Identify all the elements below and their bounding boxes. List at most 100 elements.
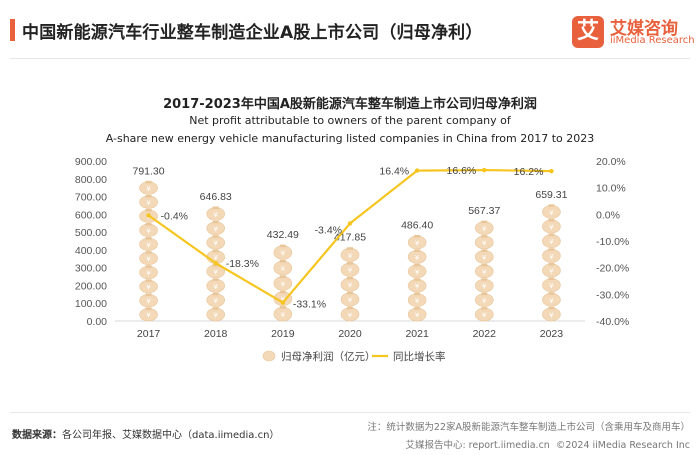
growth-rate-label: 16.4%	[379, 166, 409, 178]
yen-glyph: ¥	[549, 209, 554, 217]
yen-glyph: ¥	[482, 254, 487, 262]
growth-rate-label: -18.3%	[226, 258, 259, 270]
money-bag-knot	[548, 204, 555, 207]
bar-value-label: 567.37	[468, 205, 500, 217]
bar-value-label: 659.31	[535, 189, 567, 201]
money-bag-knot	[481, 292, 488, 296]
yen-glyph: ¥	[146, 269, 151, 277]
money-bag-knot	[145, 208, 152, 212]
money-bag-knot	[548, 233, 555, 237]
yen-glyph: ¥	[146, 241, 151, 249]
yen-glyph: ¥	[281, 296, 286, 304]
money-bag-knot	[145, 237, 152, 240]
right-axis-tick-label: -10.0%	[596, 236, 629, 248]
yen-glyph: ¥	[482, 225, 487, 233]
money-bag-knot	[481, 235, 488, 238]
money-bag-knot	[481, 263, 488, 267]
money-bag-knot	[212, 220, 219, 224]
money-bag-knot	[548, 292, 555, 295]
money-bag-knot	[212, 278, 219, 281]
money-bag-knot	[414, 278, 421, 281]
right-axis-tick-label: -40.0%	[596, 316, 629, 328]
growth-rate-label: -3.4%	[315, 224, 342, 236]
left-axis-tick-label: 600.00	[75, 209, 107, 221]
logo-name-en: iiMedia Research	[610, 35, 695, 46]
source-label: 数据来源：	[12, 430, 62, 441]
page-title: 中国新能源汽车行业整车制造企业A股上市公司（归母净利）	[22, 23, 483, 43]
money-bag-knot	[414, 235, 421, 238]
growth-rate-point	[347, 221, 353, 226]
money-bag-knot	[414, 263, 421, 267]
yen-glyph: ¥	[146, 185, 151, 193]
left-axis-tick-label: 700.00	[75, 192, 107, 204]
money-bag-knot	[279, 275, 286, 278]
logo-mark: 艾	[572, 16, 604, 48]
yen-glyph: ¥	[213, 254, 218, 262]
bar-value-label: 791.30	[133, 165, 165, 177]
yen-glyph: ¥	[348, 296, 353, 304]
copyright: ©2024 iiMedia Research Inc	[555, 440, 690, 451]
growth-rate-label: 16.2%	[514, 166, 544, 178]
money-bag-knot	[145, 194, 152, 198]
yen-glyph: ¥	[348, 252, 353, 260]
growth-rate-label: -0.4%	[161, 210, 188, 222]
growth-rate-point	[414, 168, 420, 173]
money-bag-knot	[481, 249, 488, 252]
right-axis-tick-label: -30.0%	[596, 289, 629, 301]
legend	[262, 350, 276, 362]
left-axis-tick-label: 400.00	[75, 245, 107, 257]
yen-glyph: ¥	[415, 239, 420, 247]
source-text: 各公司年报、艾媒数据中心（data.iimedia.cn）	[62, 430, 280, 441]
x-axis-tick-label: 2019	[271, 328, 295, 340]
money-bag-knot	[414, 307, 421, 310]
yen-glyph: ¥	[549, 253, 554, 261]
yen-glyph: ¥	[146, 298, 151, 306]
legend-bar-label: 归母净利润（亿元）	[281, 350, 376, 363]
right-axis-tick-label: 10.0%	[596, 183, 626, 195]
right-axis-tick-label: -20.0%	[596, 263, 629, 275]
money-bag-knot	[279, 306, 286, 309]
money-bag-knot	[145, 180, 152, 184]
yen-glyph: ¥	[482, 268, 487, 276]
yen-glyph: ¥	[281, 280, 286, 288]
yen-glyph: ¥	[213, 268, 218, 276]
yen-glyph: ¥	[146, 255, 151, 263]
money-bag-knot	[212, 307, 219, 310]
footer-divider	[10, 412, 690, 413]
yen-glyph: ¥	[549, 311, 554, 319]
logo-name-cn: 艾媒咨询	[610, 19, 678, 39]
money-bag-knot	[548, 277, 555, 281]
money-bag-knot	[145, 265, 152, 268]
yen-glyph: ¥	[415, 254, 420, 262]
yen-glyph: ¥	[213, 225, 218, 233]
yen-glyph: ¥	[146, 199, 151, 207]
yen-glyph: ¥	[482, 283, 487, 291]
left-axis-tick-label: 900.00	[75, 156, 107, 168]
left-axis-tick-label: 500.00	[75, 227, 107, 239]
header-divider	[10, 58, 690, 59]
bar-value-label: 417.85	[334, 232, 366, 244]
left-axis-tick-label: 800.00	[75, 174, 107, 186]
bar: ¥ ¥ ¥ ¥ ¥	[340, 247, 360, 322]
yen-glyph: ¥	[482, 312, 487, 320]
bar: ¥ ¥ ¥ ¥ ¥ ¥ ¥ ¥	[542, 204, 561, 322]
yen-glyph: ¥	[549, 267, 554, 275]
x-axis-tick-label: 2018	[204, 328, 228, 340]
legend-line-label: 同比增长率	[393, 350, 446, 363]
money-bag-knot	[414, 249, 421, 252]
yen-glyph: ¥	[281, 250, 286, 258]
bar-value-label: 432.49	[267, 229, 299, 241]
yen-glyph: ¥	[415, 283, 420, 291]
yen-glyph: ¥	[281, 265, 286, 273]
money-bag-knot	[347, 262, 353, 265]
yen-glyph: ¥	[213, 297, 218, 305]
yen-glyph: ¥	[146, 284, 151, 292]
legend-bar-icon	[262, 350, 276, 362]
bar-value-label: 486.40	[401, 220, 433, 232]
money-bag-knot	[212, 206, 219, 210]
footnote: 注：统计数据为22家A股新能源汽车整车制造上市公司（含乘用车及商用车）	[367, 422, 690, 433]
money-bag-knot	[347, 291, 353, 295]
money-bag-knot	[548, 248, 555, 251]
left-axis-tick-label: 200.00	[75, 280, 107, 292]
